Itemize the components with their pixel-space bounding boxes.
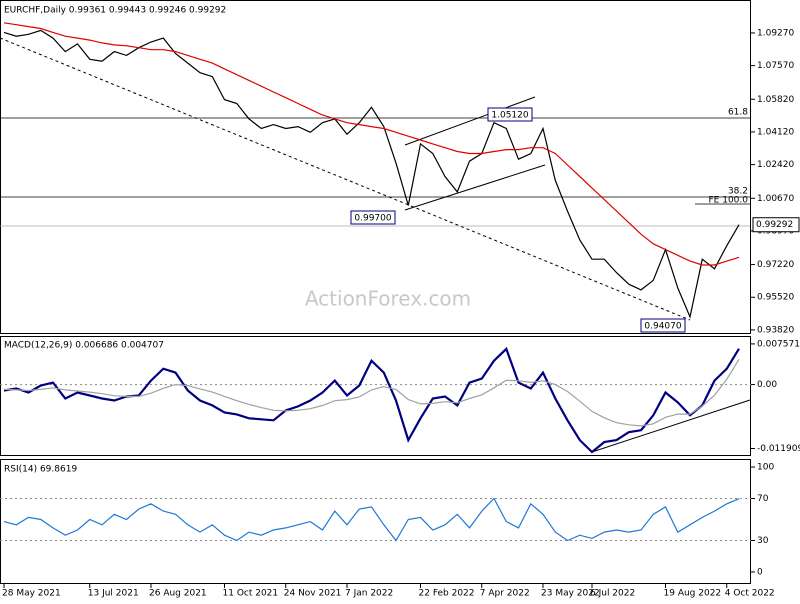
y-tick-label: 0.93820 (757, 325, 794, 335)
y-tick-label: 30 (757, 536, 769, 546)
y-tick-label: 1.09270 (757, 28, 794, 38)
x-tick-label: 22 Feb 2022 (419, 589, 475, 599)
x-tick-label: 4 Oct 2022 (725, 589, 775, 599)
y-tick-label: 100 (757, 463, 774, 473)
macd-panel (0, 336, 751, 456)
y-tick-label: -0.011909 (757, 444, 800, 454)
x-tick-label: 13 Jul 2021 (88, 589, 139, 599)
y-tick-label: 1.07570 (757, 61, 794, 71)
x-tick-label: 7 Jan 2022 (345, 589, 393, 599)
watermark: ActionForex.com (305, 287, 471, 311)
fe-label: FE 100.0 (709, 196, 749, 206)
x-tick-label: 7 Apr 2022 (480, 589, 530, 599)
x-tick-label: 6 Jul 2022 (590, 589, 635, 599)
series-line (3, 497, 740, 542)
channel-line (404, 164, 546, 211)
x-tick-label: 26 Aug 2021 (149, 589, 207, 599)
fib-label: 61.8 (728, 108, 748, 118)
label-box (640, 318, 686, 333)
trend-line (0, 37, 691, 321)
y-tick-label: 0.95520 (757, 293, 794, 303)
label-box (487, 107, 533, 122)
y-tick-label: 0.97220 (757, 260, 794, 270)
label-box (350, 210, 396, 225)
channel-line (404, 96, 536, 146)
x-tick-label: 11 Oct 2021 (223, 589, 279, 599)
y-tick-label: 1.02420 (757, 160, 794, 170)
y-tick-label: 1.04120 (757, 127, 794, 137)
y-tick-label: 0 (757, 567, 763, 577)
low-label: 0.99700 (354, 214, 391, 224)
series-line (3, 22, 740, 266)
macd-trend-line (591, 399, 751, 453)
rsi-title: RSI(14) 69.8619 (4, 465, 77, 475)
high-label: 1.05120 (491, 111, 528, 121)
x-tick-label: 23 May 2022 (541, 589, 600, 599)
y-tick-label: 0.007571 (757, 339, 800, 349)
price-tag-box (752, 217, 800, 233)
y-tick-label: 1.00670 (757, 194, 794, 204)
y-tick-label: 0.00 (757, 380, 777, 390)
low-label: 0.94070 (644, 322, 681, 332)
price-panel (0, 0, 751, 334)
rsi-panel (0, 459, 751, 584)
macd-title: MACD(12,26,9) 0.006686 0.004707 (4, 341, 164, 351)
y-tick-label: 70 (757, 494, 769, 504)
price-title: EURCHF,Daily 0.99361 0.99443 0.99246 0.9… (4, 6, 226, 16)
x-tick-label: 19 Aug 2022 (664, 589, 722, 599)
x-tick-label: 28 May 2021 (2, 589, 61, 599)
y-tick-label: 1.05820 (757, 95, 794, 105)
series-line (3, 29, 740, 319)
price-tag: 0.99292 (756, 220, 793, 230)
series-line (3, 358, 740, 427)
fib-label: 38.2 (728, 187, 748, 197)
x-tick-label: 24 Nov 2021 (284, 589, 342, 599)
